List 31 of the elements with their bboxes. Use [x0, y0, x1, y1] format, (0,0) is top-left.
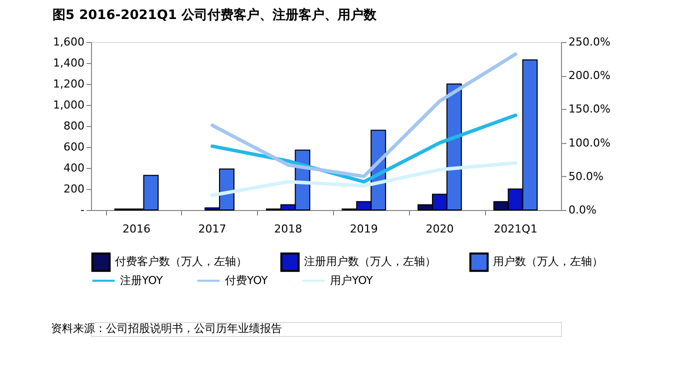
- text: 资料来源：公司招股说明书，公司历年业绩报告: [51, 322, 282, 335]
- y2-tick-label: 0.0%: [568, 204, 596, 216]
- y2-tick-label: 100.0%: [568, 136, 610, 150]
- y2-tick-label: 200.0%: [568, 69, 610, 82]
- x-tick-label: 2018: [274, 222, 302, 236]
- legend-label: 付费客户数（万人，左轴）: [115, 255, 247, 268]
- x-tick-label: 2016: [122, 222, 150, 236]
- legend-label: 注册用户数（万人，左轴）: [304, 255, 436, 268]
- y2-tick-label: 250.0%: [568, 36, 610, 48]
- y-tick-label: 800: [64, 120, 84, 132]
- y-tick-label: 400: [64, 162, 84, 174]
- x-tick-label: 2020: [426, 222, 454, 236]
- legend-label: 用户YOY: [330, 274, 374, 287]
- y2-tick-label: 150.0%: [568, 102, 610, 116]
- line-series: [210, 52, 518, 178]
- legend-label: 用户数（万人，左轴）: [493, 255, 603, 268]
- legend-label: 付费YOY: [225, 274, 268, 287]
- y-tick-label: 1,600: [53, 36, 84, 48]
- x-tick-label: 2019: [350, 222, 378, 236]
- y-tick-label: 1,200: [53, 78, 84, 90]
- y-tick-label: 600: [64, 140, 84, 154]
- x-tick-label: 2017: [198, 222, 226, 236]
- chart-title: 图5 2016-2021Q1 公司付费客户、注册客户、用户数: [52, 7, 378, 23]
- legend-label: 注册YOY: [120, 274, 164, 287]
- line-series: [210, 161, 518, 197]
- y-tick-label: 200: [64, 182, 84, 196]
- y-tick-label: 1,400: [53, 56, 84, 70]
- y2-tick-label: 50.0%: [568, 170, 604, 183]
- y-tick-label: 1,000: [53, 98, 84, 112]
- y-tick-label: -: [80, 204, 85, 216]
- x-tick-label: 2021Q1: [494, 222, 538, 236]
